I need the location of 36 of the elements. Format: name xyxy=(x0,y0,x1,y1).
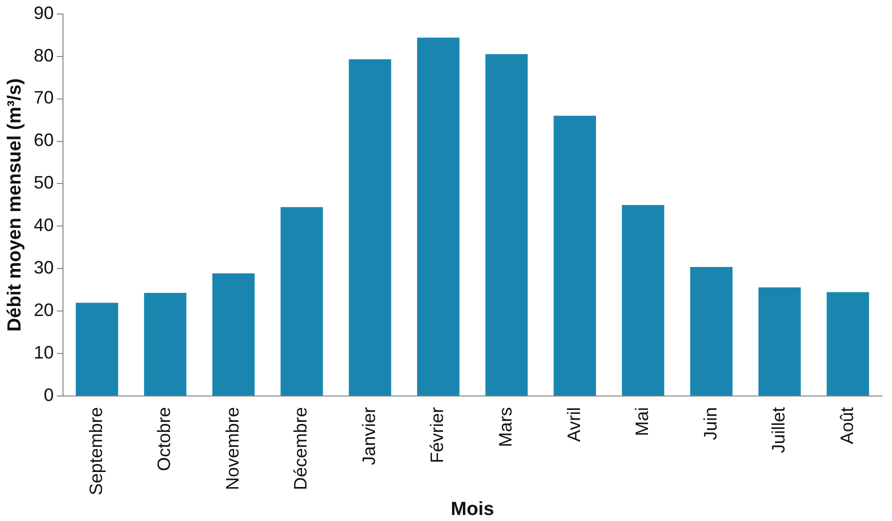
y-tick-label: 30 xyxy=(34,258,54,278)
y-tick-label: 0 xyxy=(44,385,54,406)
x-tick-label: Décembre xyxy=(290,407,311,490)
x-tick-label: Juin xyxy=(700,407,720,440)
bar xyxy=(280,207,323,396)
x-tick-label: Mai xyxy=(632,407,652,436)
bar xyxy=(212,273,255,396)
bar xyxy=(144,292,186,396)
bar xyxy=(690,267,732,396)
bar xyxy=(554,116,596,396)
bar xyxy=(417,38,460,396)
bar xyxy=(348,59,392,396)
x-tick-label: Mars xyxy=(496,407,516,448)
x-tick-label: Avril xyxy=(564,407,584,442)
y-tick-label: 60 xyxy=(34,130,54,150)
bar xyxy=(485,54,528,396)
y-tick-label: 20 xyxy=(34,300,54,320)
x-tick-label: Juillet xyxy=(768,407,789,454)
y-tick-label: 50 xyxy=(34,172,54,193)
x-tick-label: Novembre xyxy=(222,407,242,490)
x-axis-title: Mois xyxy=(450,498,494,520)
y-tick-label: 10 xyxy=(34,342,54,363)
x-tick-label: Février xyxy=(427,407,448,464)
y-axis-title: Débit moyen mensuel (m³/s) xyxy=(4,78,26,332)
y-tick-label: 80 xyxy=(34,45,54,66)
bar xyxy=(826,292,870,396)
x-tick-label: Janvier xyxy=(358,407,379,466)
bar xyxy=(622,204,664,396)
bar xyxy=(76,302,118,396)
y-tick-label: 90 xyxy=(34,2,54,23)
x-tick-label: Octobre xyxy=(154,407,174,472)
y-tick-label: 70 xyxy=(34,88,54,108)
y-tick-label: 40 xyxy=(34,215,54,236)
x-tick-label: Septembre xyxy=(86,407,106,496)
x-tick-label: Août xyxy=(836,407,857,444)
bar xyxy=(758,287,801,396)
